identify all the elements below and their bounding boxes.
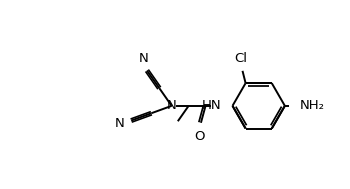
Text: O: O — [194, 130, 205, 143]
Text: Cl: Cl — [234, 52, 247, 65]
Text: N: N — [138, 52, 148, 65]
Text: HN: HN — [202, 99, 222, 112]
Text: N: N — [114, 117, 124, 130]
Text: N: N — [167, 99, 176, 112]
Text: NH₂: NH₂ — [300, 99, 324, 112]
